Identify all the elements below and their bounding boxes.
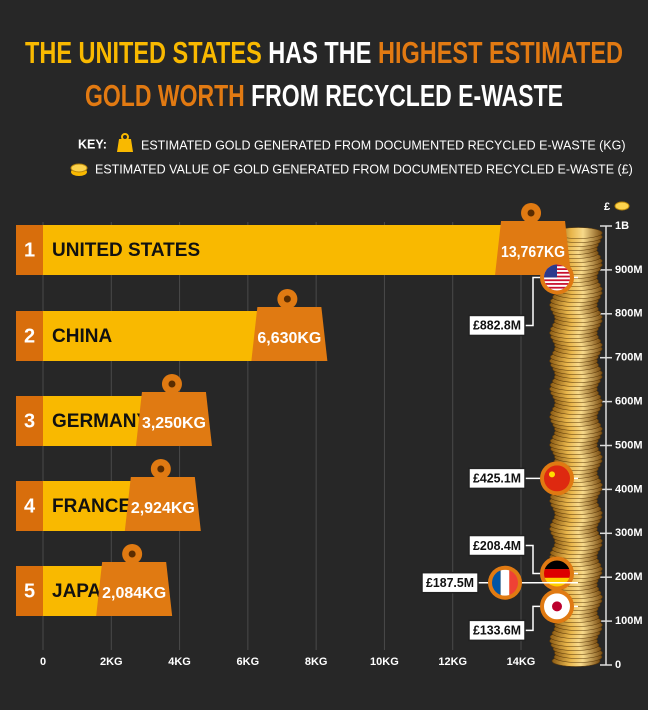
value-label-box (468, 534, 526, 557)
title-part: FROM RECYCLED E-WASTE (245, 78, 563, 113)
flag-part (500, 569, 510, 596)
x-tick-label: 12KG (438, 656, 467, 668)
flag-part (544, 286, 570, 289)
coin-icon (70, 163, 88, 173)
value-label: 13,767KG (501, 244, 565, 261)
rank-box (16, 396, 43, 446)
weight-knob-hole (128, 550, 136, 558)
flag (544, 465, 570, 492)
rank-label: 1 (24, 239, 35, 261)
y2-tick-label: 300M (615, 527, 643, 539)
chart-title: GOLD WORTH FROM RECYCLED E-WASTE (85, 78, 563, 113)
value-label-box (468, 467, 526, 490)
y2-tick-label: 400M (615, 483, 643, 495)
y2-tick-label: 100M (615, 615, 643, 627)
rank-label: 2 (24, 325, 35, 347)
category-label: CHINA (52, 326, 112, 347)
x-tick-label: 14KG (507, 656, 536, 668)
rank-box (16, 566, 43, 616)
flag-part (492, 569, 501, 596)
bar (43, 311, 270, 361)
value-label: 2,084KG (102, 585, 166, 602)
x-tick-label: 8KG (305, 656, 328, 668)
gold-bag-icon (117, 139, 133, 152)
x-tick-label: 4KG (168, 656, 191, 668)
weight-knob-hole (283, 295, 291, 303)
value-label: £187.5M (426, 576, 474, 590)
weight-box (124, 477, 201, 531)
weight-box (96, 562, 173, 616)
key-entry: ESTIMATED GOLD GENERATED FROM DOCUMENTED… (141, 138, 626, 152)
bar (43, 225, 514, 275)
flag-part (509, 569, 518, 596)
flag (544, 264, 570, 291)
key-label: KEY: (78, 137, 107, 151)
weight-box (135, 392, 212, 446)
flag-sun (552, 601, 562, 612)
category-label: UNITED STATES (52, 240, 200, 261)
flag (544, 593, 570, 620)
rank-label: 5 (24, 580, 35, 602)
y2-tick-label: 800M (615, 308, 643, 320)
value-label-box (421, 571, 479, 594)
weight-box (251, 307, 328, 361)
weight-knob-hole (527, 209, 535, 217)
value-label: 6,630KG (257, 330, 321, 347)
rank-box (16, 311, 43, 361)
rank-label: 4 (24, 495, 36, 517)
value-label: £133.6M (473, 624, 521, 638)
title-part: THE UNITED STATES (25, 35, 262, 70)
gold-bag-icon (121, 133, 129, 141)
category-label: FRANCE (52, 496, 131, 517)
flag-part (544, 569, 570, 578)
y2-tick-label: 500M (615, 439, 643, 451)
flag (492, 569, 518, 596)
value-label-box (468, 619, 526, 642)
y2-tick-label: 900M (615, 264, 643, 276)
chart-title: THE UNITED STATES HAS THE HIGHEST ESTIMA… (25, 35, 623, 70)
coin-icon (614, 201, 630, 211)
flag-part (544, 288, 570, 291)
title-part: HIGHEST ESTIMATED (378, 35, 623, 70)
flag-part (544, 560, 570, 570)
value-label: 3,250KG (142, 415, 206, 432)
x-tick-label: 6KG (237, 656, 260, 668)
bar (43, 396, 154, 446)
flag-part (544, 277, 570, 280)
flag-part (544, 281, 570, 284)
value-label: £208.4M (473, 539, 521, 553)
rank-label: 3 (24, 410, 35, 432)
category-label: GERMANY (52, 411, 149, 432)
y2-tick-label: 700M (615, 352, 643, 364)
title-part: HAS THE (262, 35, 378, 70)
value-label: £882.8M (473, 319, 521, 333)
x-tick-label: 10KG (370, 656, 399, 668)
weight-knob-hole (157, 465, 165, 473)
y2-tick-label: 0 (615, 659, 621, 671)
title-part: GOLD WORTH (85, 78, 245, 113)
flag-part (544, 283, 570, 285)
x-tick-label: 2KG (100, 656, 123, 668)
rank-box (16, 481, 43, 531)
y2-tick-label: 1B (615, 220, 629, 232)
rank-box (16, 225, 43, 275)
y2-axis-label: £ (604, 201, 610, 213)
flag-star (549, 471, 555, 478)
weight-knob-hole (168, 380, 176, 388)
flag-part (544, 284, 570, 287)
value-label: 2,924KG (131, 500, 195, 517)
flag-part (544, 279, 570, 282)
key-entry: ESTIMATED VALUE OF GOLD GENERATED FROM D… (95, 162, 633, 176)
y2-tick-label: 600M (615, 396, 643, 408)
value-label: £425.1M (473, 472, 521, 486)
y2-tick-label: 200M (615, 571, 643, 583)
value-label-box (468, 314, 526, 337)
flag-part (544, 465, 570, 492)
x-tick-label: 0 (40, 656, 46, 668)
